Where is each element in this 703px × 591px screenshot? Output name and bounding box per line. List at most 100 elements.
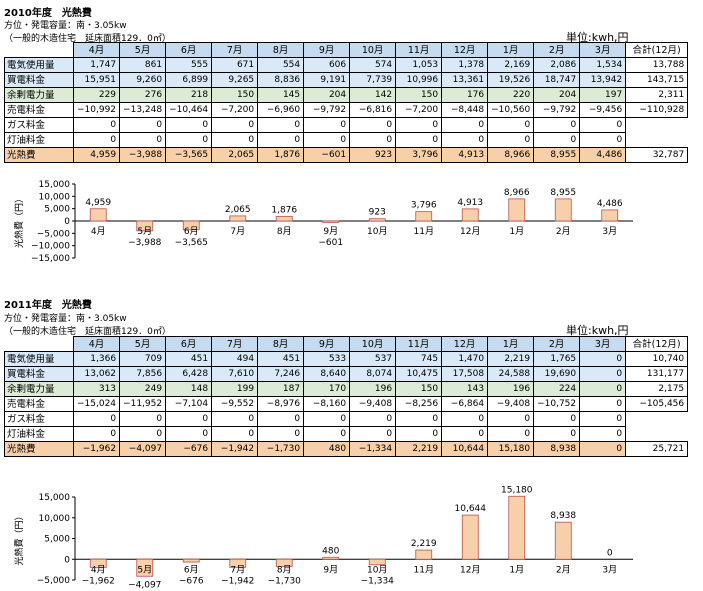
y-tick-label: 5,000: [44, 205, 70, 215]
table-cell: −1,334: [349, 441, 397, 457]
table-cell: 0: [487, 117, 535, 133]
table-cell: 0: [441, 411, 489, 427]
row-total: 143,715: [625, 72, 689, 88]
row-label: 電気使用量: [4, 351, 74, 367]
table-cell: 0: [441, 132, 489, 148]
x-tick-label: 12月: [460, 564, 480, 575]
cost-bar-chart-2010: 光熱費（円） 15,000 10,000 5,000 0 −5,000 −10,000 −15…: [13, 180, 633, 264]
row-total: 32,787: [625, 147, 689, 163]
x-tick-label: 3月: [602, 564, 617, 575]
bar: [461, 514, 479, 560]
data-label: 0: [607, 548, 613, 558]
bar: [229, 558, 247, 568]
table-cell: 0: [165, 117, 213, 133]
table-cell: −3,988: [119, 147, 167, 163]
table-cell: 1,053: [395, 57, 443, 73]
x-tick-label: 6月: [184, 226, 199, 237]
data-label: 8,966: [504, 188, 530, 198]
table-cell: −10,752: [533, 396, 581, 412]
table-cell: 229: [72, 87, 121, 103]
data-label: 4,913: [457, 198, 483, 208]
x-tick-label: 12月: [460, 226, 480, 237]
table-cell: 143: [441, 381, 489, 397]
data-label: −1,962: [82, 576, 115, 586]
y-tick-label: 15,000: [39, 493, 71, 503]
table-cell: 276: [119, 87, 167, 103]
month-header: 11月: [395, 42, 443, 58]
table-cell: 148: [165, 381, 213, 397]
table-cell: 145: [257, 87, 305, 103]
row-label: 売電料金: [4, 396, 74, 412]
table-cell: 196: [349, 381, 397, 397]
table-cell: 537: [349, 351, 397, 367]
x-tick-label: 11月: [414, 226, 434, 237]
table-cell: 249: [119, 381, 167, 397]
table-cell: 923: [349, 147, 397, 163]
table-cell: 0: [533, 426, 581, 442]
data-label: 15,180: [501, 485, 533, 495]
table-cell: 0: [349, 411, 397, 427]
table-row: 灯油料金 0 0 0 0 0 0 0 0 0 0 0 0: [4, 426, 688, 442]
table-cell: 8,938: [533, 441, 581, 457]
bar: [89, 208, 107, 222]
table-cell: −1,962: [72, 441, 121, 457]
table-cell: −1,730: [257, 441, 305, 457]
table-cell: 0: [579, 117, 627, 133]
table-cell: 13,361: [441, 72, 489, 88]
table-cell: 4,959: [72, 147, 121, 163]
table-cell: 0: [165, 426, 213, 442]
x-tick-label: 9月: [323, 564, 338, 575]
table-cell: 574: [349, 57, 397, 73]
table-cell: −15,024: [72, 396, 121, 412]
month-header: 3月: [579, 336, 627, 352]
table-cell: −676: [165, 441, 213, 457]
orientation-note-2011: 方位・発電容量：南・3.05kw: [4, 314, 127, 324]
row-label: 買電料金: [4, 72, 74, 88]
table-cell: 1,747: [72, 57, 121, 73]
section-title-2011: 2011年度 光熱費: [4, 300, 92, 311]
y-axis-title: 光熱費（円）: [13, 194, 25, 248]
bar: [508, 495, 526, 560]
month-header: 12月: [441, 42, 489, 58]
x-tick-label: 11月: [414, 564, 434, 575]
house-note-2010: （一般的木造住宅 延床面積129．0㎡）: [4, 34, 171, 44]
table-cell: 0: [487, 411, 535, 427]
table-cell: −9,408: [487, 396, 535, 412]
data-label: −4,097: [128, 580, 161, 590]
table-cell: 671: [211, 57, 259, 73]
table-cell: 606: [303, 57, 351, 73]
table-cell: −9,792: [303, 102, 351, 118]
table-cell: 7,610: [211, 366, 259, 382]
table-cell: 196: [487, 381, 535, 397]
bar: [89, 558, 107, 568]
table-row: ガス料金 0 0 0 0 0 0 0 0 0 0 0 0: [4, 411, 688, 427]
table-cell: 0: [165, 132, 213, 148]
table-cell: 480: [303, 441, 351, 457]
table-cell: 8,966: [487, 147, 535, 163]
data-label: −3,988: [128, 238, 162, 248]
orientation-note-2010: 方位・発電容量：南・3.05kw: [4, 21, 127, 31]
x-tick-label: 8月: [277, 226, 292, 237]
data-label: −3,565: [175, 238, 208, 248]
month-header: 12月: [441, 336, 489, 352]
table-row: 売電料金 −15,024 −11,952 −7,104 −9,552 −8,976 −8,1…: [4, 396, 689, 412]
data-label: 8,938: [550, 511, 576, 521]
row-label: 買電料金: [4, 366, 74, 382]
table-cell: 1,470: [441, 351, 489, 367]
y-tick-label: −5,000: [37, 229, 71, 239]
house-note-2011: （一般的木造住宅 延床面積129．0㎡）: [4, 327, 171, 337]
table-cell: 0: [303, 132, 351, 148]
table-cell: 8,836: [257, 72, 305, 88]
cost-bar-chart-2011: 光熱費（円） 15,000 10,000 5,000 0 −5,000 4月−1,962 5月…: [13, 485, 633, 590]
unit-label-2010: 単位:kwh,円: [566, 31, 629, 44]
row-total: −110,928: [625, 102, 689, 118]
table-cell: 2,086: [533, 57, 581, 73]
table-cell: 0: [72, 411, 121, 427]
table-cell: 0: [533, 117, 581, 133]
row-label: 電気使用量: [4, 57, 74, 73]
table-cell: 4,486: [579, 147, 627, 163]
row-label: ガス料金: [4, 411, 74, 427]
table-cell: 0: [533, 132, 581, 148]
table-cell: −4,097: [119, 441, 167, 457]
total-header: 合計(12月): [625, 336, 689, 352]
